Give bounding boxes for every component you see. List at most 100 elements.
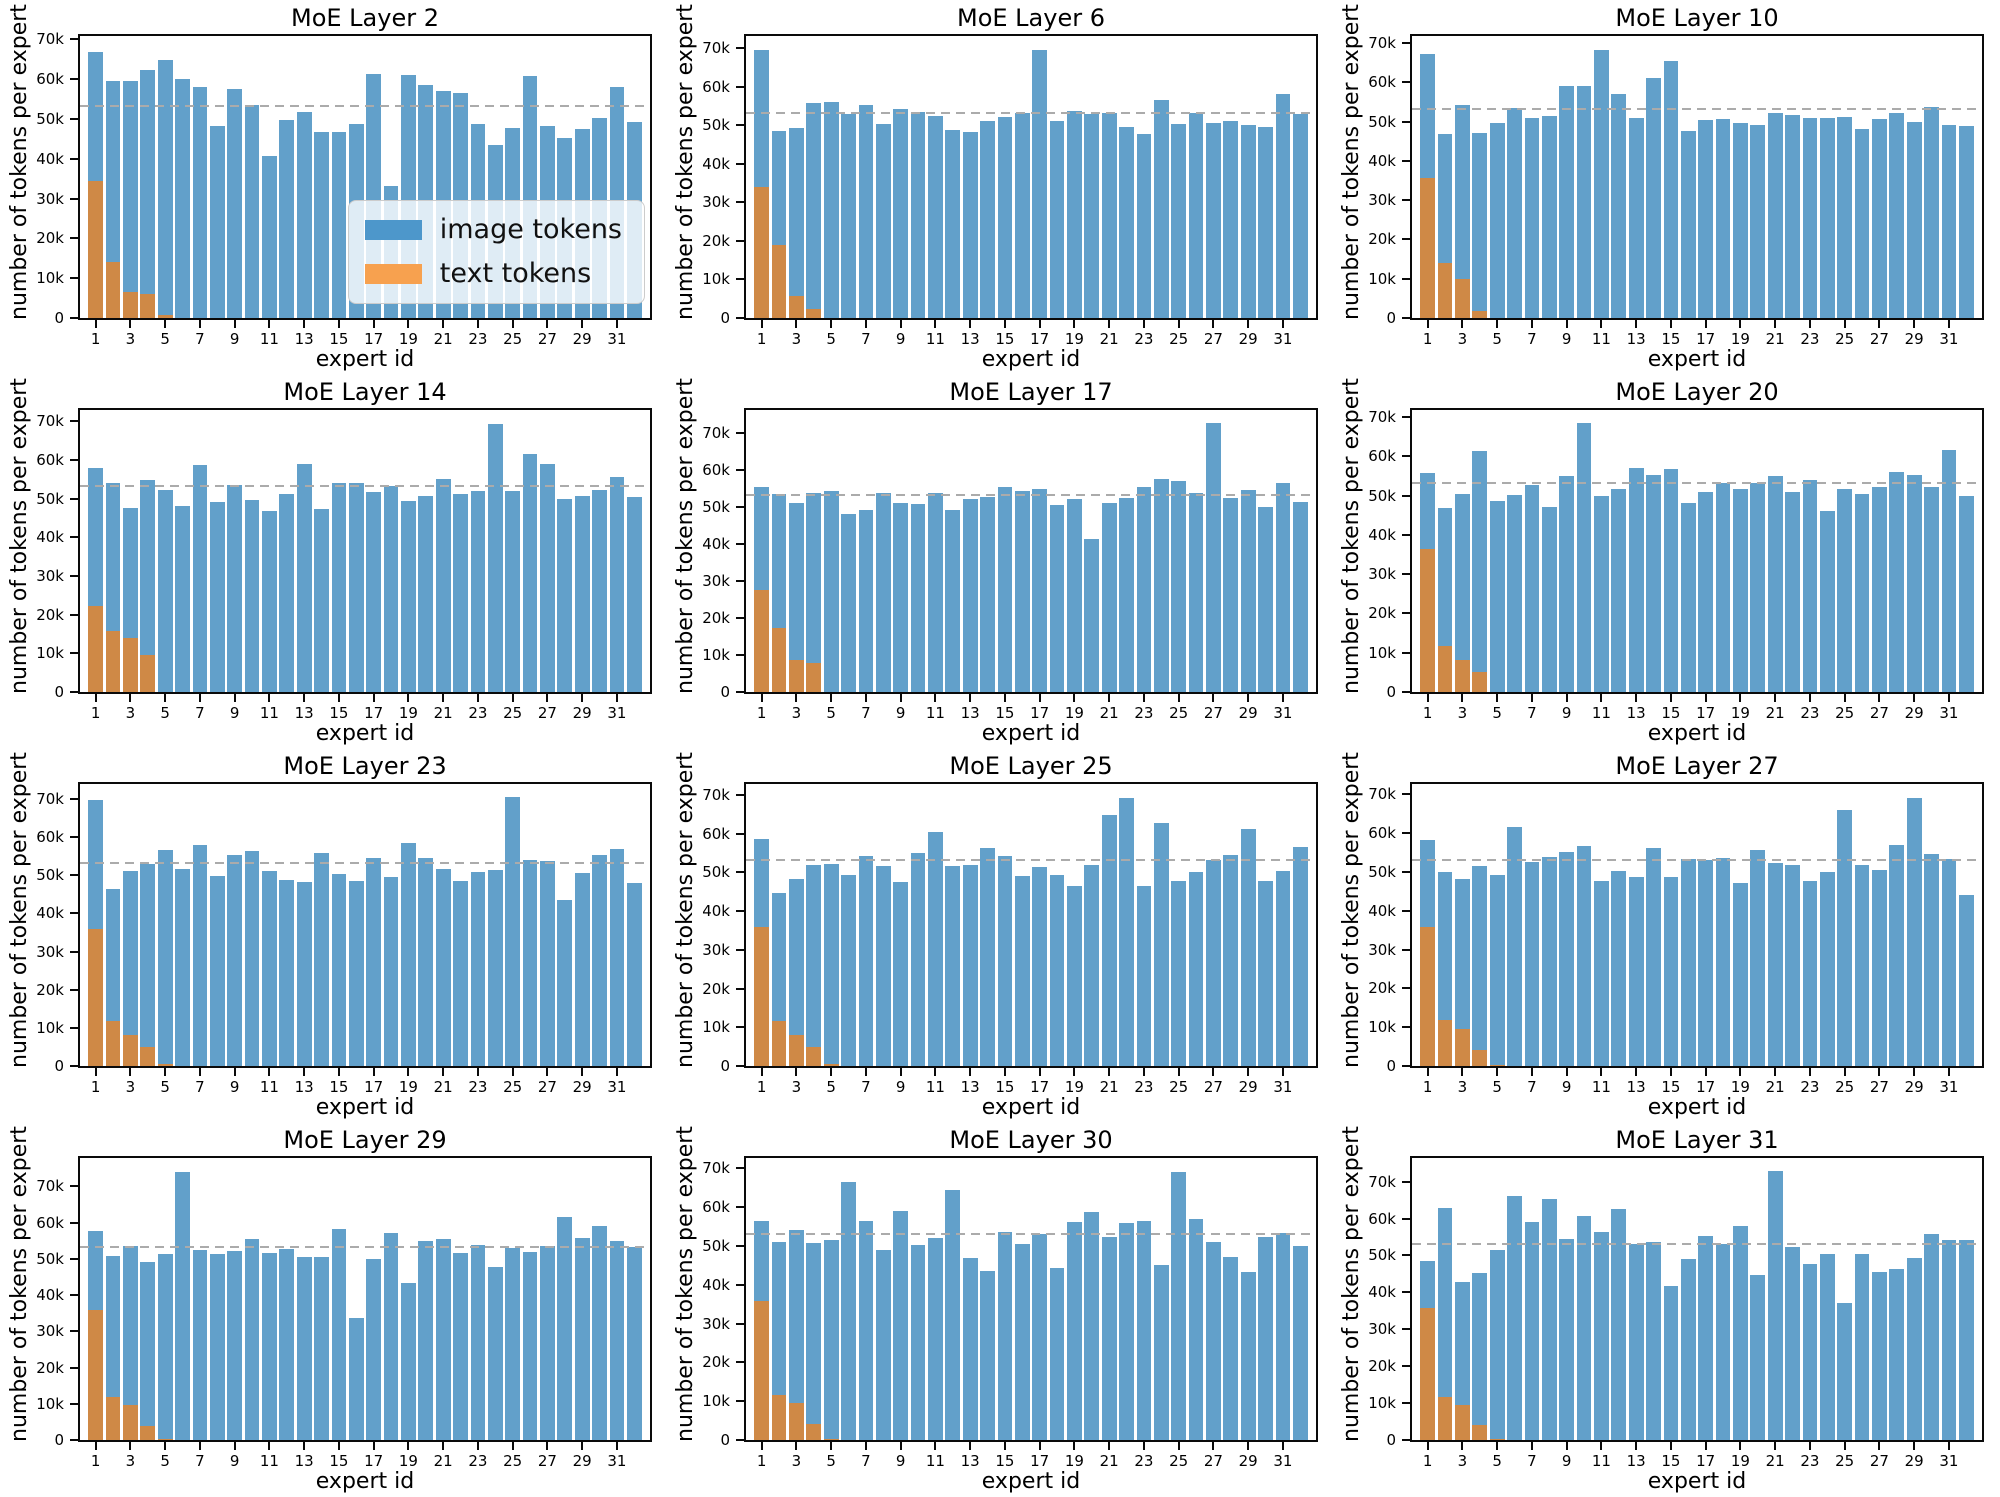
mean-line bbox=[80, 485, 650, 488]
bar-image-tokens-expert-21 bbox=[1767, 475, 1783, 692]
subplot-moe-layer-20: MoE Layer 20 number of tokens per expert e… bbox=[1332, 374, 1998, 748]
y-tick-mark bbox=[1402, 691, 1410, 693]
bar-text-tokens-expert-1 bbox=[754, 927, 770, 1066]
bar-image-tokens-expert-5 bbox=[823, 490, 839, 692]
bar-image-tokens-expert-10 bbox=[1576, 423, 1592, 692]
y-tick-label: 70k bbox=[36, 412, 64, 431]
bar-image-tokens-expert-28 bbox=[1889, 112, 1905, 318]
x-tick-mark bbox=[546, 1442, 549, 1450]
bar-image-tokens-expert-21 bbox=[1767, 862, 1783, 1066]
bar-image-tokens-expert-26 bbox=[1188, 493, 1204, 692]
x-tick-label: 21 bbox=[433, 704, 453, 722]
bar-image-tokens-expert-2 bbox=[1437, 1208, 1453, 1440]
y-tick-label: 10k bbox=[1368, 1394, 1396, 1413]
bar-image-tokens-expert-31 bbox=[609, 476, 625, 692]
x-tick-mark bbox=[899, 694, 902, 702]
x-tick-mark bbox=[1003, 694, 1006, 702]
x-tick-mark bbox=[864, 320, 867, 328]
bar-image-tokens-expert-6 bbox=[841, 874, 856, 1066]
y-tick-mark bbox=[736, 832, 744, 835]
x-tick-mark bbox=[1808, 320, 1811, 328]
bar-image-tokens-expert-14 bbox=[1646, 474, 1661, 692]
x-tick-label: 11 bbox=[925, 330, 945, 348]
bar-text-tokens-expert-4 bbox=[140, 1046, 156, 1066]
bar-text-tokens-expert-4 bbox=[140, 1425, 156, 1440]
x-tick-mark bbox=[442, 1068, 445, 1076]
legend-swatch-text-tokens bbox=[364, 264, 422, 284]
x-tick-label: 9 bbox=[1561, 330, 1572, 348]
bar-image-tokens-expert-6 bbox=[175, 79, 190, 318]
x-tick-mark bbox=[1635, 1068, 1638, 1076]
subplot-moe-layer-10: MoE Layer 10 number of tokens per expert e… bbox=[1332, 0, 1998, 374]
bar-image-tokens-expert-18 bbox=[383, 1233, 399, 1440]
y-tick-label: 10k bbox=[1368, 643, 1396, 662]
x-tick-label: 23 bbox=[1800, 704, 1820, 722]
x-tick-label: 15 bbox=[995, 1452, 1015, 1470]
bar-image-tokens-expert-14 bbox=[314, 853, 329, 1066]
x-tick-label: 13 bbox=[294, 704, 314, 722]
x-tick-mark bbox=[1073, 1442, 1076, 1450]
x-tick-mark bbox=[1073, 1068, 1076, 1076]
y-tick-label: 30k bbox=[702, 193, 730, 212]
bar-image-tokens-expert-21 bbox=[435, 1239, 451, 1440]
bar-image-tokens-expert-28 bbox=[1889, 471, 1905, 692]
y-tick-label: 60k bbox=[36, 70, 64, 89]
bar-image-tokens-expert-3 bbox=[1455, 494, 1470, 692]
bar-image-tokens-expert-27 bbox=[540, 861, 555, 1066]
y-tick-label: 40k bbox=[1368, 1283, 1396, 1302]
y-tick-mark bbox=[736, 1322, 744, 1325]
x-tick-label: 25 bbox=[1169, 704, 1189, 722]
x-tick-mark bbox=[546, 694, 549, 702]
bar-image-tokens-expert-31 bbox=[1941, 1239, 1957, 1440]
y-tick-label: 50k bbox=[36, 866, 64, 885]
x-tick-label: 19 bbox=[1730, 330, 1750, 348]
x-tick-label: 11 bbox=[925, 1078, 945, 1096]
x-tick-label: 31 bbox=[1273, 1078, 1293, 1096]
x-tick-label: 13 bbox=[960, 330, 980, 348]
x-tick-label: 7 bbox=[1527, 330, 1537, 348]
bar-image-tokens-expert-11 bbox=[262, 155, 277, 318]
bar-image-tokens-expert-7 bbox=[858, 1220, 874, 1440]
y-tick-mark bbox=[736, 1283, 744, 1286]
y-tick-mark bbox=[736, 468, 744, 471]
bar-image-tokens-expert-22 bbox=[1785, 1246, 1800, 1440]
x-tick-mark bbox=[615, 1442, 618, 1450]
bar-image-tokens-expert-4 bbox=[806, 1242, 822, 1440]
bar-image-tokens-expert-6 bbox=[175, 868, 190, 1066]
plot-area bbox=[1410, 1156, 1984, 1442]
bar-image-tokens-expert-20 bbox=[1750, 849, 1766, 1066]
y-tick-mark bbox=[70, 497, 78, 500]
x-tick-mark bbox=[1247, 694, 1250, 702]
bar-image-tokens-expert-13 bbox=[962, 131, 978, 318]
plot-area bbox=[78, 1156, 652, 1442]
x-tick-mark bbox=[969, 1068, 972, 1076]
bar-image-tokens-expert-11 bbox=[1594, 1231, 1609, 1440]
x-tick-mark bbox=[1669, 694, 1672, 702]
y-tick-label: 50k bbox=[1368, 112, 1396, 131]
x-tick-label: 27 bbox=[537, 1078, 557, 1096]
mean-line bbox=[1412, 858, 1982, 861]
subplot-moe-layer-27: MoE Layer 27 number of tokens per expert e… bbox=[1332, 748, 1998, 1122]
bar-image-tokens-expert-22 bbox=[1785, 115, 1800, 318]
bar-image-tokens-expert-17 bbox=[1032, 867, 1048, 1066]
x-tick-label: 3 bbox=[791, 1452, 802, 1470]
bar-image-tokens-expert-11 bbox=[1594, 49, 1609, 318]
x-tick-label: 7 bbox=[1527, 1078, 1537, 1096]
y-tick-label: 70k bbox=[702, 785, 730, 804]
x-tick-label: 5 bbox=[1492, 704, 1502, 722]
x-tick-label: 11 bbox=[259, 1452, 279, 1470]
bar-image-tokens-expert-16 bbox=[348, 482, 364, 692]
bar-image-tokens-expert-10 bbox=[910, 1245, 926, 1440]
y-tick-mark bbox=[1402, 948, 1410, 951]
bar-image-tokens-expert-26 bbox=[1854, 493, 1870, 692]
bar-image-tokens-expert-19 bbox=[1733, 1225, 1748, 1440]
bar-image-tokens-expert-16 bbox=[1014, 1243, 1030, 1440]
x-tick-mark bbox=[1565, 1068, 1568, 1076]
x-tick-label: 21 bbox=[1099, 704, 1119, 722]
bar-image-tokens-expert-23 bbox=[1136, 1221, 1152, 1440]
bar-image-tokens-expert-3 bbox=[123, 80, 138, 318]
plot-area bbox=[78, 408, 652, 694]
bar-image-tokens-expert-30 bbox=[592, 1226, 607, 1440]
bar-image-tokens-expert-4 bbox=[1472, 451, 1488, 692]
x-tick-mark bbox=[1774, 320, 1777, 328]
